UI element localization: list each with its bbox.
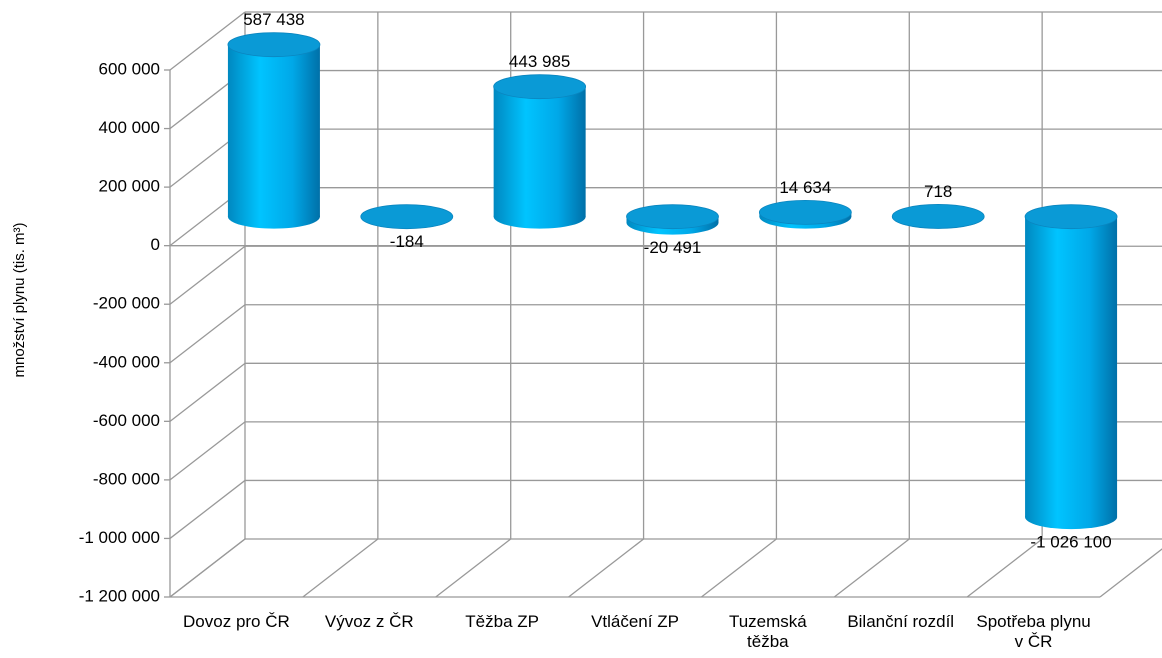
floor-line (966, 538, 1043, 598)
x-tick-label: Vtláčení ZP (591, 612, 679, 631)
value-label: -1 026 100 (1030, 533, 1111, 552)
x-tick-label: Vývoz z ČR (324, 612, 414, 631)
floor-line (435, 538, 512, 598)
value-label: 718 (924, 182, 952, 201)
cylinder (758, 199, 852, 229)
value-label: -20 491 (644, 238, 702, 257)
cylinder-top (360, 204, 454, 230)
y-tick-label: -600 000 (93, 411, 160, 430)
y-tick-label: -200 000 (93, 294, 160, 313)
cylinder-body (227, 44, 320, 217)
value-label: 587 438 (243, 10, 304, 29)
y-tick-label: -1 000 000 (79, 528, 160, 547)
cylinder-top (1024, 204, 1118, 230)
cylinder-top (227, 32, 321, 58)
cylinder-body (493, 86, 586, 217)
x-tick-label: Tuzemská těžba (728, 612, 807, 651)
x-tick-label: Spotřeba plynu v ČR (976, 612, 1091, 651)
floor-line (833, 538, 910, 598)
floor-line (169, 538, 246, 598)
y-tick-label: -400 000 (93, 352, 160, 371)
floor-line (568, 538, 644, 598)
grid-line (169, 304, 246, 364)
cylinder (360, 204, 454, 230)
y-tick-label: 600 000 (99, 59, 160, 78)
y-tick-label: 400 000 (99, 118, 160, 137)
value-label: 443 985 (509, 52, 570, 71)
cylinder (493, 74, 587, 229)
floor-line (302, 538, 379, 598)
y-tick-label: -800 000 (93, 469, 160, 488)
y-axis-title: množství plynu (tis. m³) (11, 222, 28, 377)
value-label: 14 634 (779, 178, 831, 197)
cylinder-top (891, 204, 985, 229)
grid-line (169, 479, 246, 539)
x-tick-label: Těžba ZP (465, 612, 539, 631)
cylinder (227, 32, 321, 229)
x-tick-label: Bilanční rozdíl (847, 612, 955, 631)
cylinder-top (493, 74, 587, 100)
grid-line (169, 245, 246, 305)
value-label: -184 (390, 232, 424, 251)
cylinder (626, 204, 719, 235)
cylinder-top (758, 199, 852, 225)
x-tick-label: Dovoz pro ČR (183, 612, 290, 631)
y-tick-label: 0 (151, 235, 160, 254)
floor-line (701, 538, 777, 598)
grid-line (169, 362, 246, 422)
y-tick-label: -1 200 000 (79, 586, 160, 605)
cylinder (1024, 204, 1118, 530)
cylinder-body (1025, 216, 1118, 518)
y-tick-label: 200 000 (99, 177, 160, 196)
cylinder-top (626, 204, 719, 230)
floor-line (1099, 548, 1162, 598)
cylinder (891, 204, 985, 229)
grid-line (169, 421, 246, 481)
grid-line (169, 11, 246, 71)
